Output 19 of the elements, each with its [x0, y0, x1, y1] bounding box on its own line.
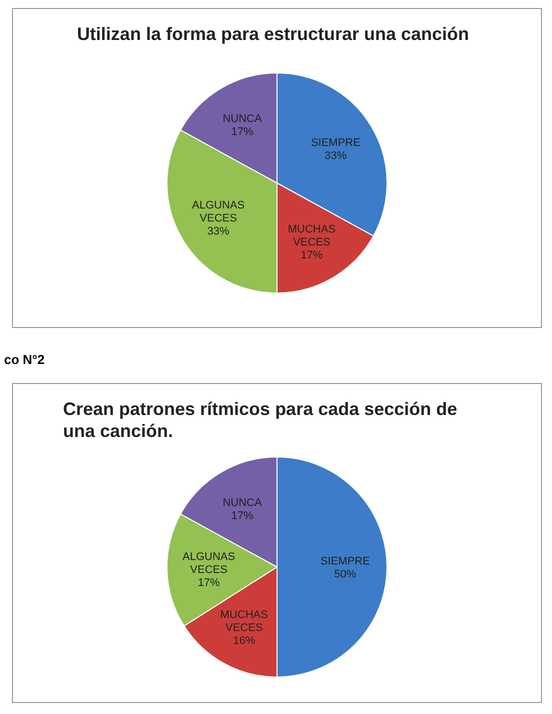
slice-label: NUNCA — [222, 112, 262, 125]
slice-label: NUNCA — [222, 496, 262, 509]
data-label: 16% — [233, 634, 256, 647]
chart-title: Crean patrones rítmicos para cada sección de una canción. — [62, 398, 458, 442]
chart-title: Utilizan la forma para estructurar una canción — [76, 23, 470, 45]
data-label: 50% — [334, 568, 356, 580]
slice-label: SIEMPRE — [310, 136, 360, 149]
data-label: 17% — [231, 510, 254, 522]
data-label: 33% — [324, 150, 347, 162]
slice-label: MUCHAS VECES — [288, 224, 336, 249]
data-label: 33% — [207, 226, 230, 238]
data-label: 17% — [300, 250, 323, 262]
data-label: 17% — [198, 577, 220, 590]
slice-label: ALGUNAS VECES — [192, 200, 245, 225]
slice-label: ALGUNAS VECES — [182, 551, 236, 576]
data-label: 17% — [231, 126, 254, 138]
slice-label: SIEMPRE — [320, 556, 370, 568]
text: co N°2 — [4, 352, 46, 367]
slice-label: MUCHAS VECES — [220, 608, 268, 634]
